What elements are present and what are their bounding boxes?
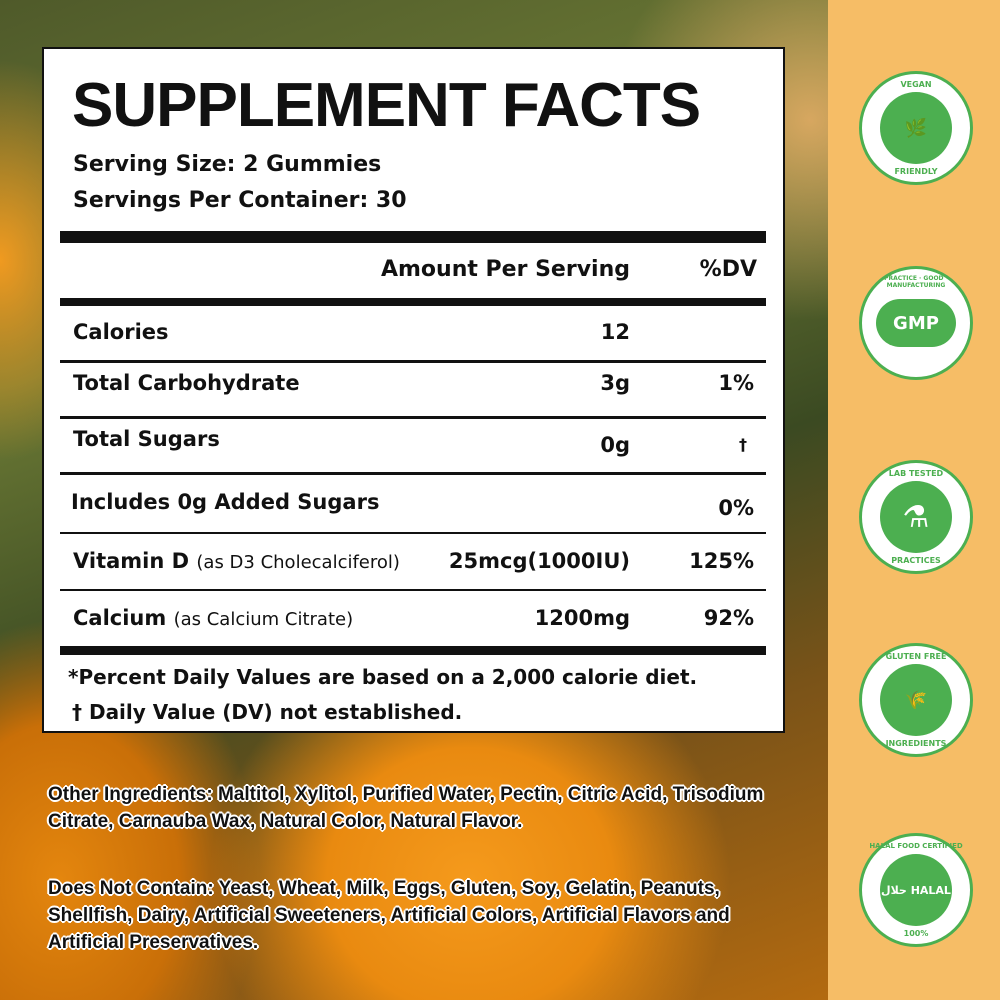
col-dv-header: %DV — [699, 257, 757, 282]
row-name: Calcium — [73, 606, 167, 630]
badge-bottom-text: 100% — [903, 929, 929, 938]
badge-top-text: GLUTEN FREE — [885, 652, 947, 661]
divider — [60, 231, 766, 243]
does-not-contain: Does Not Contain: Yeast, Wheat, Milk, Eg… — [48, 878, 730, 953]
divider — [60, 589, 766, 591]
divider — [60, 298, 766, 306]
row-amount: 3g — [600, 371, 630, 395]
divider — [60, 646, 766, 655]
gmp-badge: PRACTICE · GOOD · MANUFACTURING GMP — [859, 266, 973, 380]
badge-bottom-text: PRACTICES — [891, 556, 941, 565]
serving-size: Serving Size: 2 Gummies — [73, 152, 382, 177]
badge-top-text: PRACTICE · GOOD · MANUFACTURING — [884, 275, 948, 289]
vegan-friendly-badge: VEGAN 🌿 FRIENDLY — [859, 71, 973, 185]
row-note: (as Calcium Citrate) — [173, 609, 354, 630]
divider — [60, 472, 766, 475]
leaf-icon: 🌿 — [880, 92, 952, 164]
flask-icon: ⚗ — [880, 481, 952, 553]
row-name: Calories — [73, 320, 169, 344]
divider — [60, 532, 766, 534]
supplement-facts-label — [42, 47, 785, 733]
badge-top-text: LAB TESTED — [888, 469, 944, 478]
row-name: Total Carbohydrate — [73, 371, 300, 395]
row-dv: † — [739, 435, 747, 454]
lab-tested-badge: LAB TESTED ⚗ PRACTICES — [859, 460, 973, 574]
row-name: Includes 0g Added Sugars — [71, 490, 380, 514]
halal-badge: HALAL FOOD CERTIFIED حلال HALAL 100% — [859, 833, 973, 947]
row-note: (as D3 Cholecalciferol) — [196, 552, 400, 573]
row-dv: 0% — [718, 496, 754, 520]
servings-per-container: Servings Per Container: 30 — [73, 188, 407, 213]
row-dv: 92% — [703, 606, 754, 630]
facts-title: SUPPLEMENT FACTS — [72, 71, 701, 140]
badge-bottom-text: FRIENDLY — [894, 167, 938, 176]
other-ingredients: Other Ingredients: Maltitol, Xylitol, Pu… — [48, 784, 764, 832]
gmp-icon: GMP — [876, 299, 956, 347]
col-amount-header: Amount Per Serving — [380, 257, 630, 282]
row-amount: 12 — [600, 320, 630, 344]
row-name: Vitamin D — [73, 549, 190, 573]
row-dv: 1% — [718, 371, 754, 395]
wheat-icon: 🌾 — [880, 664, 952, 736]
footnote-dv-not-established: † Daily Value (DV) not established. — [72, 700, 463, 724]
badge-bottom-text: INGREDIENTS — [885, 739, 947, 748]
row-name: Total Sugars — [73, 427, 220, 451]
halal-icon: حلال HALAL — [880, 854, 952, 926]
row-amount: 1200mg — [534, 606, 630, 630]
divider — [60, 360, 766, 363]
footnote-daily-values: *Percent Daily Values are based on a 2,0… — [68, 665, 698, 689]
divider — [60, 416, 766, 419]
row-dv: 125% — [689, 549, 754, 573]
row-amount: 0g — [600, 433, 630, 457]
row-amount: 25mcg(1000IU) — [448, 549, 630, 573]
badge-top-text: HALAL FOOD CERTIFIED — [869, 842, 963, 850]
gluten-free-badge: GLUTEN FREE 🌾 INGREDIENTS — [859, 643, 973, 757]
badge-top-text: VEGAN — [900, 80, 932, 89]
